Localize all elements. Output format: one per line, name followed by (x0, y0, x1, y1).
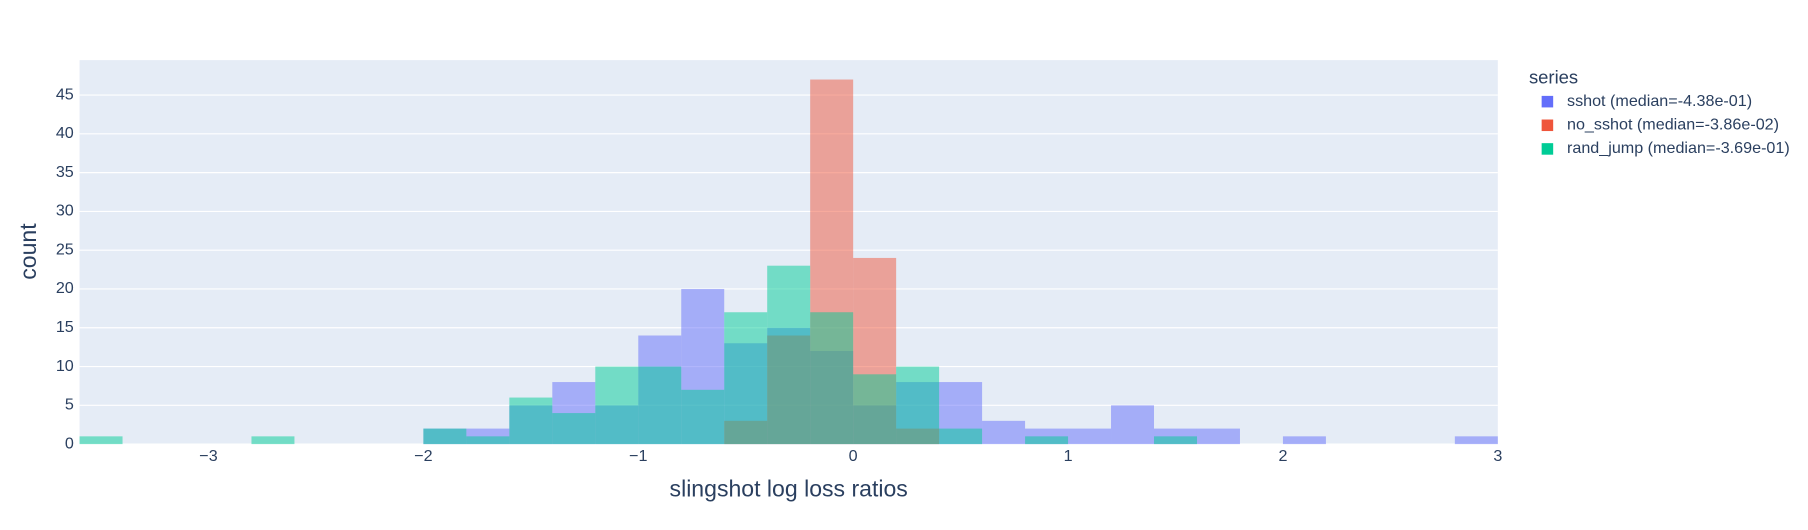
histogram-bar (1282, 436, 1326, 445)
histogram-bar (853, 374, 897, 445)
legend-swatch (1541, 95, 1554, 108)
histogram-bar (810, 312, 854, 445)
x-tick-label: 0 (849, 447, 858, 465)
histogram-bar (896, 366, 940, 445)
histogram-bar (552, 413, 596, 445)
y-tick-label: 45 (56, 85, 74, 103)
histogram-bar (1111, 405, 1155, 445)
legend-label: rand_jump (median=-3.69e-01) (1567, 139, 1790, 157)
x-tick-label: −3 (199, 447, 217, 465)
histogram-bar (1196, 428, 1240, 445)
y-tick-label: 20 (56, 279, 74, 297)
legend-label: sshot (median=-4.38e-01) (1567, 92, 1752, 110)
y-tick-label: 30 (56, 202, 74, 220)
histogram-bar (79, 436, 123, 445)
legend-swatch (1541, 143, 1554, 155)
x-tick-label: 1 (1064, 447, 1073, 465)
histogram-bar (681, 389, 725, 445)
legend-swatch (1541, 119, 1554, 132)
x-tick-label: −2 (414, 447, 432, 465)
histogram-bar (724, 312, 768, 445)
histogram-bar (595, 366, 639, 445)
histogram-bar (1068, 428, 1112, 445)
y-tick-label: 10 (56, 357, 74, 375)
x-tick-label: −1 (629, 447, 647, 465)
histogram-bar (251, 436, 295, 445)
y-tick-label: 25 (56, 240, 74, 258)
histogram-bar (939, 428, 983, 445)
x-tick-label: 2 (1278, 447, 1287, 465)
y-tick-label: 15 (56, 318, 74, 336)
y-tick-label: 35 (56, 163, 74, 181)
x-tick-label: 3 (1493, 447, 1502, 465)
y-tick-label: 40 (56, 124, 74, 142)
x-axis-label: slingshot log loss ratios (670, 475, 908, 501)
histogram-bar (1454, 436, 1498, 445)
histogram-bar (1025, 436, 1069, 445)
y-tick-label: 0 (65, 434, 74, 452)
y-tick-label: 5 (65, 396, 74, 414)
histogram-bar (982, 420, 1026, 445)
histogram-bar (423, 428, 467, 445)
histogram-bar (1154, 436, 1197, 445)
y-axis-label: count (15, 223, 41, 280)
legend-title: series (1529, 66, 1578, 87)
histogram-bar (767, 265, 811, 445)
histogram-bar (509, 397, 553, 445)
histogram-bar (466, 436, 510, 445)
histogram-bar (638, 366, 682, 445)
legend-label: no_sshot (median=-3.86e-02) (1567, 116, 1779, 134)
